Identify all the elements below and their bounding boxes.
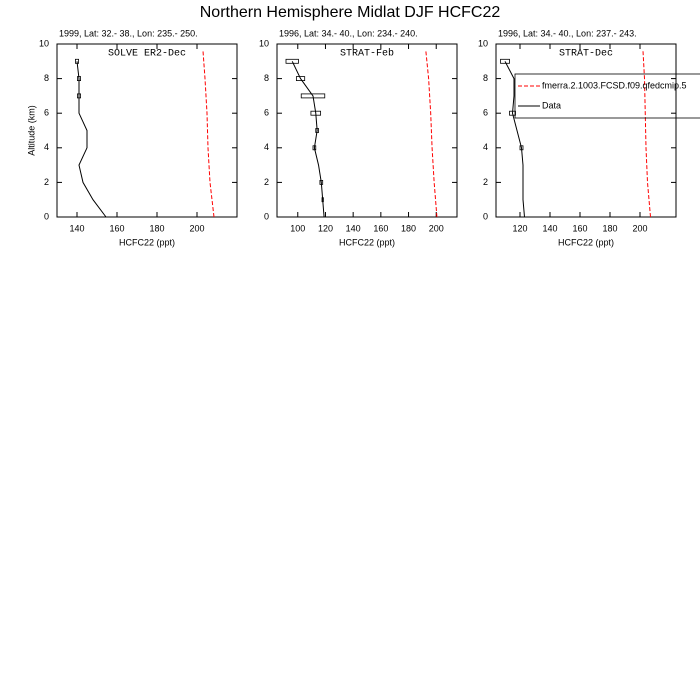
error-box	[312, 145, 317, 151]
x-tick-label: 100	[290, 223, 305, 233]
y-tick-label: 8	[483, 73, 488, 83]
y-tick-label: 0	[483, 211, 488, 221]
x-tick-label: 120	[512, 223, 527, 233]
subtitle: 1996, Lat: 34.- 40., Lon: 237.- 243.	[498, 28, 637, 38]
plot-frame	[276, 43, 458, 218]
profile-line	[642, 50, 651, 218]
y-tick-label: 6	[483, 108, 488, 118]
plot-frame	[495, 43, 677, 218]
y-tick-label: 4	[483, 142, 488, 152]
y-tick-label: 0	[44, 211, 49, 221]
error-box	[285, 58, 299, 64]
y-tick-label: 8	[44, 73, 49, 83]
figure-title: Northern Hemisphere Midlat DJF HCFC22	[200, 4, 501, 21]
profile-line	[291, 61, 325, 218]
plot-frame	[56, 43, 238, 218]
y-tick-label: 8	[264, 73, 269, 83]
x-tick-label: 140	[69, 223, 84, 233]
profile-line	[425, 50, 438, 218]
x-tick-label: 160	[109, 223, 124, 233]
y-tick-label: 4	[44, 142, 49, 152]
legend-label: fmerra.2.1003.FCSD.f09.qfedcmip.5	[542, 80, 687, 90]
error-box	[500, 58, 510, 64]
annotation: STRAT-Dec	[559, 49, 613, 60]
legend-box	[514, 73, 700, 119]
x-tick-label: 140	[346, 223, 361, 233]
error-box	[77, 76, 82, 81]
error-box	[319, 179, 324, 185]
subtitle: 1999, Lat: 32.- 38., Lon: 235.- 250.	[59, 28, 198, 38]
y-tick-label: 6	[44, 108, 49, 118]
y-axis-label: Altitude (km)	[26, 105, 36, 156]
profile-line	[202, 50, 215, 218]
x-axis-label: HCFC22 (ppt)	[339, 237, 395, 247]
y-tick-label: 2	[44, 177, 49, 187]
x-tick-label: 120	[318, 223, 333, 233]
x-axis-label: HCFC22 (ppt)	[558, 237, 614, 247]
error-box	[75, 58, 80, 64]
x-axis-label: HCFC22 (ppt)	[119, 237, 175, 247]
annotation: SOLVE ER2-Dec	[108, 49, 186, 60]
error-box	[519, 145, 524, 151]
profile-line	[76, 61, 107, 218]
annotation: STRAT-Feb	[340, 48, 394, 60]
y-tick-label: 2	[483, 177, 488, 187]
x-tick-label: 140	[542, 223, 557, 233]
error-box	[509, 110, 516, 116]
y-tick-label: 0	[264, 211, 269, 221]
error-box	[310, 110, 322, 116]
error-box	[295, 76, 306, 81]
x-tick-label: 160	[572, 223, 587, 233]
y-tick-label: 2	[264, 177, 269, 187]
y-tick-label: 4	[264, 142, 269, 152]
x-tick-label: 160	[373, 223, 388, 233]
profile-line	[504, 61, 525, 218]
y-tick-label: 10	[39, 38, 49, 48]
legend-label: Data	[542, 100, 561, 110]
y-tick-label: 10	[259, 38, 269, 48]
x-tick-label: 180	[149, 223, 164, 233]
error-box	[300, 93, 326, 99]
error-box	[315, 128, 319, 133]
x-tick-label: 200	[189, 223, 204, 233]
subtitle: 1996, Lat: 34.- 40., Lon: 234.- 240.	[279, 28, 418, 38]
x-tick-label: 200	[632, 223, 647, 233]
error-box	[321, 197, 324, 203]
x-tick-label: 180	[401, 223, 416, 233]
x-tick-label: 200	[429, 223, 444, 233]
error-box	[77, 93, 82, 99]
y-tick-label: 10	[478, 38, 488, 48]
x-tick-label: 180	[602, 223, 617, 233]
y-tick-label: 6	[264, 108, 269, 118]
